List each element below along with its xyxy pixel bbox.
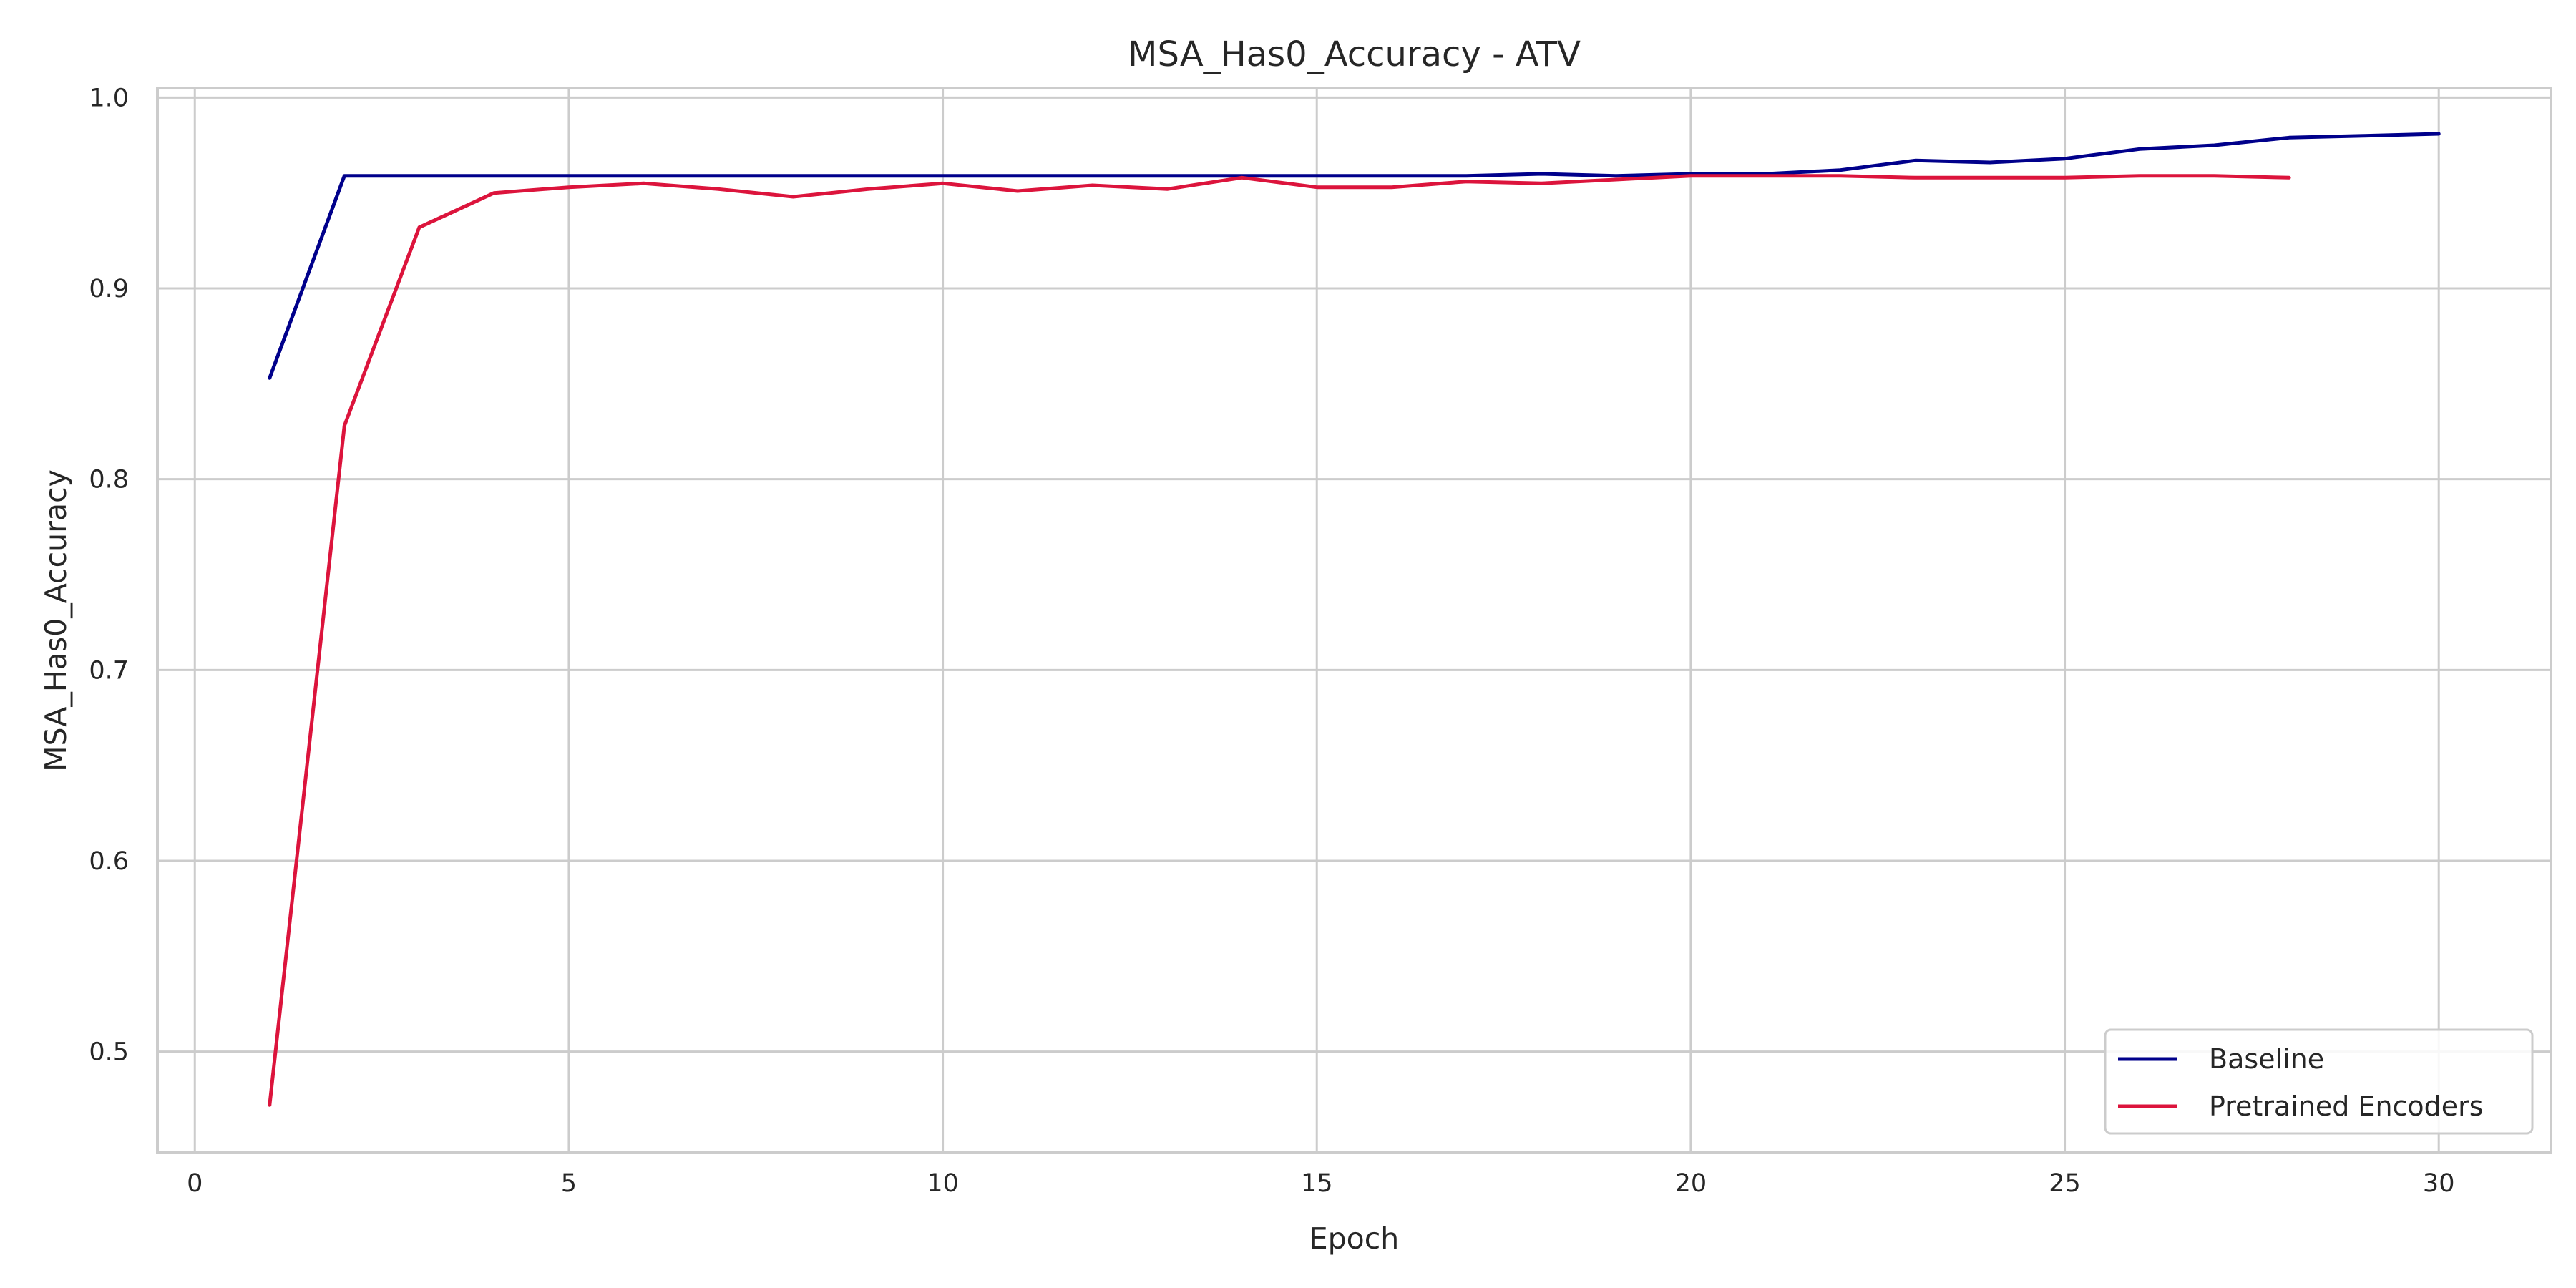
x-tick-label: 10 [927,1169,959,1198]
x-tick-label: 15 [1301,1169,1333,1198]
chart-title: MSA_Has0_Accuracy - ATV [1128,34,1581,74]
series-lines [268,132,2441,1107]
legend-label-1: Pretrained Encoders [2209,1091,2484,1122]
y-axis-title: MSA_Has0_Accuracy [39,469,73,771]
series-line-1 [268,174,2291,1107]
grid [157,88,2551,1153]
plot-frame [156,87,2552,1154]
legend-box [2104,1028,2534,1135]
x-tick-label: 25 [2049,1169,2081,1198]
y-tick-label: 0.5 [89,1038,129,1067]
x-tick-label: 20 [1675,1169,1707,1198]
series-line-0 [268,132,2441,380]
x-tick-label: 5 [561,1169,577,1198]
legend: Baseline Pretrained Encoders [2104,1028,2534,1135]
y-tick-label: 1.0 [89,84,129,112]
legend-label-0: Baseline [2209,1043,2324,1075]
x-tick-label: 0 [187,1169,203,1198]
tick-labels: 0 5 10 15 20 25 30 0.5 0.6 0.7 0.8 0.9 1.0 [89,84,2454,1198]
x-axis-title: Epoch [1309,1221,1400,1256]
y-tick-label: 0.9 [89,275,129,303]
y-tick-label: 0.7 [89,656,129,685]
y-tick-label: 0.6 [89,847,129,876]
x-tick-label: 30 [2423,1169,2455,1198]
y-tick-label: 0.8 [89,466,129,494]
